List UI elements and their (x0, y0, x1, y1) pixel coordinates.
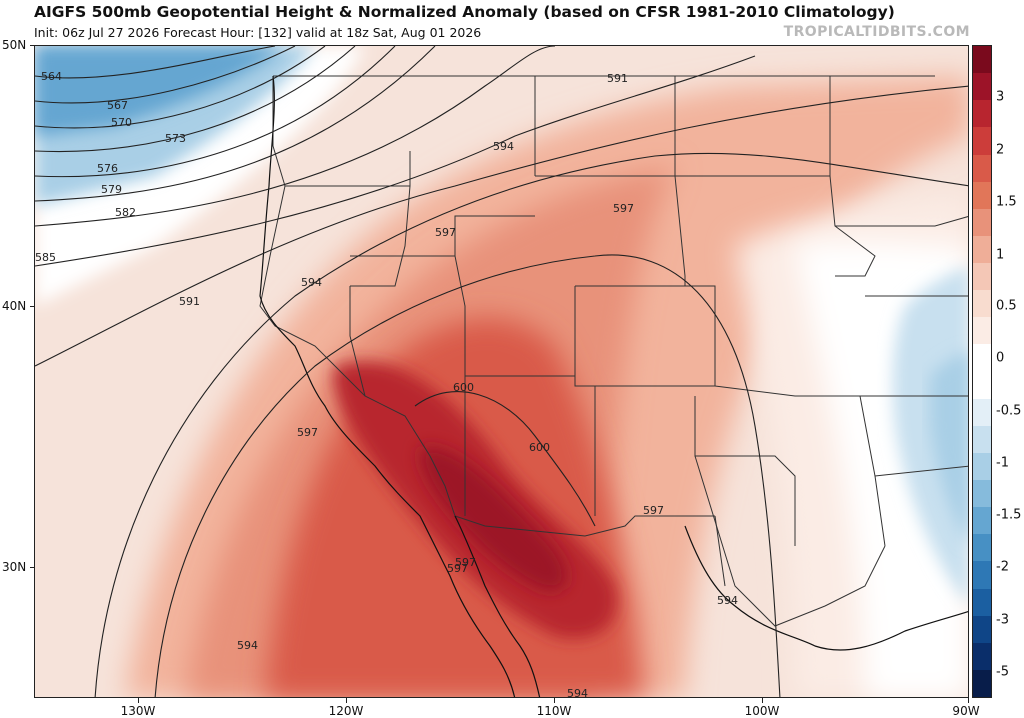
colorbar-label: -1.5 (996, 507, 1022, 523)
colorbar-swatch (973, 588, 991, 616)
contour-label: 576 (97, 162, 118, 175)
colorbar-swatch (973, 100, 991, 128)
colorbar-label: -0.5 (996, 403, 1022, 419)
contour-label: 597 (643, 504, 664, 517)
colorbar-swatch (973, 534, 991, 562)
colorbar-label: 3 (996, 89, 1005, 105)
colorbar-swatch (973, 371, 991, 399)
lat-tick (30, 567, 35, 568)
colorbar-swatch (973, 344, 991, 372)
contour-label: 579 (101, 183, 122, 196)
chart-subtitle: Init: 06z Jul 27 2026 Forecast Hour: [13… (34, 25, 482, 40)
contour-label: 600 (453, 381, 474, 394)
contour-label: 594 (493, 140, 514, 153)
height-contours (35, 46, 968, 697)
contour-label: 597 (455, 556, 476, 569)
contour-labels: 564 567 570 573 576 579 582 585 591 594 … (35, 70, 738, 698)
lon-label-100w: 100W (744, 704, 780, 718)
contour-label: 564 (41, 70, 62, 83)
coastline (259, 75, 968, 697)
colorbar-swatch (973, 73, 991, 101)
colorbar-swatch (973, 452, 991, 480)
colorbar-label: -1 (996, 455, 1009, 471)
lon-tick (554, 698, 555, 703)
colorbar-swatch (973, 398, 991, 426)
contour-label: 594 (717, 594, 738, 607)
lon-tick (138, 698, 139, 703)
colorbar-swatch (973, 127, 991, 155)
colorbar-label: -3 (996, 612, 1009, 628)
colorbar-label: 1 (996, 247, 1005, 263)
contour-label: 585 (35, 251, 56, 264)
anomaly-colorbar (972, 45, 992, 698)
colorbar-label: 2 (996, 142, 1005, 158)
colorbar-swatch (973, 263, 991, 291)
lat-label-50n: 50N (2, 38, 27, 52)
colorbar-swatch (973, 425, 991, 453)
contour-label: 594 (567, 687, 588, 698)
contour-label: 597 (613, 202, 634, 215)
colorbar-swatch (973, 507, 991, 535)
contour-label: 597 (447, 562, 468, 575)
colorbar-swatch (973, 208, 991, 236)
lon-label-90w: 90W (952, 704, 980, 718)
contour-label: 597 (297, 426, 318, 439)
lon-tick (762, 698, 763, 703)
colorbar-swatch (973, 235, 991, 263)
colorbar-swatch (973, 290, 991, 318)
colorbar-label: 0 (996, 350, 1005, 366)
map-panel: 564 567 570 573 576 579 582 585 591 594 … (34, 45, 969, 698)
brand-watermark: TROPICALTIDBITS.COM (783, 24, 970, 40)
colorbar-swatch (973, 615, 991, 643)
lon-label-110w: 110W (536, 704, 572, 718)
colorbar-swatch (973, 154, 991, 182)
anomaly-shading (35, 46, 968, 697)
lat-tick (30, 306, 35, 307)
contour-label: 594 (237, 639, 258, 652)
lon-label-120w: 120W (328, 704, 364, 718)
contour-label: 582 (115, 206, 136, 219)
lon-label-130w: 130W (120, 704, 156, 718)
lon-tick (346, 698, 347, 703)
lon-tick (968, 698, 969, 703)
contour-label: 591 (179, 295, 200, 308)
contour-label: 573 (165, 132, 186, 145)
colorbar-label: -2 (996, 559, 1009, 575)
colorbar-swatch (973, 561, 991, 589)
colorbar-swatch (973, 669, 991, 697)
chart-title: AIGFS 500mb Geopotential Height & Normal… (34, 3, 895, 21)
colorbar-swatch (973, 317, 991, 345)
lat-tick (30, 45, 35, 46)
colorbar-label: -5 (996, 664, 1009, 680)
lat-label-30n: 30N (2, 560, 27, 574)
map-svg: 564 567 570 573 576 579 582 585 591 594 … (35, 46, 968, 698)
colorbar-swatch (973, 181, 991, 209)
colorbar-label: 1.5 (996, 194, 1017, 210)
colorbar-swatch (973, 46, 991, 74)
contour-label: 591 (607, 72, 628, 85)
colorbar-swatch (973, 642, 991, 670)
contour-label: 570 (111, 116, 132, 129)
contour-label: 567 (107, 99, 128, 112)
colorbar-swatch (973, 480, 991, 508)
contour-label: 597 (435, 226, 456, 239)
contour-label: 600 (529, 441, 550, 454)
state-borders (259, 75, 968, 627)
colorbar-label: 0.5 (996, 298, 1017, 314)
lat-label-40n: 40N (2, 299, 27, 313)
contour-label: 594 (301, 276, 322, 289)
